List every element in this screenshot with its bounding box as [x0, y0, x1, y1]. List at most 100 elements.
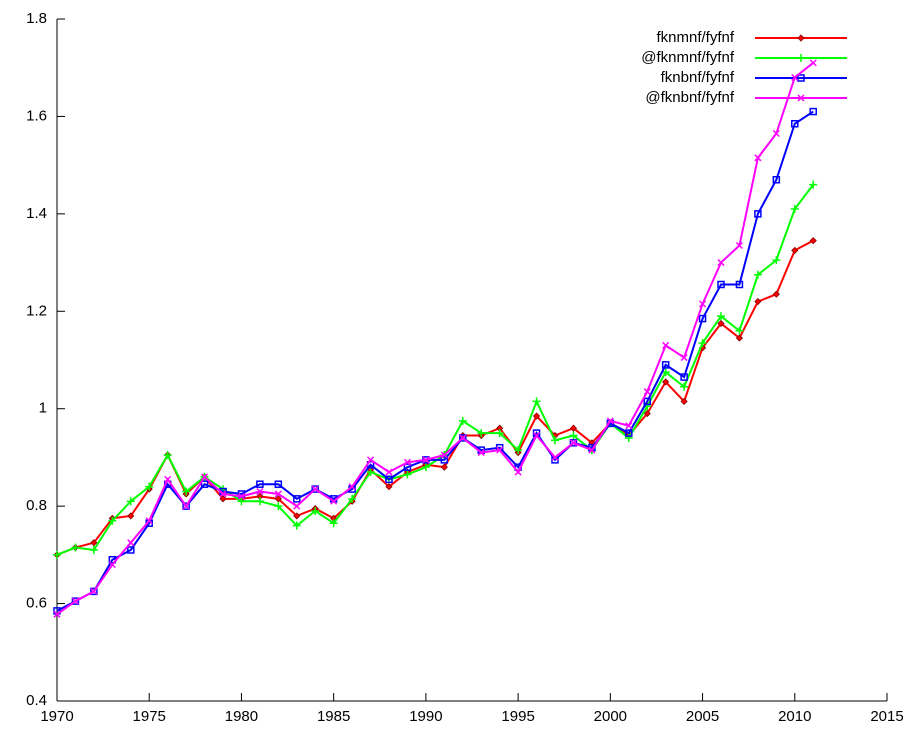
- marker: [569, 439, 577, 447]
- series-line: [56, 184, 815, 556]
- marker: [588, 446, 596, 454]
- marker: [385, 475, 393, 484]
- marker: [477, 429, 486, 438]
- marker: [809, 180, 818, 189]
- marker: [698, 314, 707, 323]
- y-tick-label: 0.4: [26, 692, 47, 709]
- marker: [274, 490, 282, 498]
- marker: [440, 451, 448, 459]
- marker: [53, 610, 61, 618]
- marker: [643, 397, 651, 406]
- marker: [311, 507, 320, 516]
- marker: [330, 497, 338, 505]
- marker: [182, 487, 191, 496]
- marker: [348, 494, 357, 503]
- marker: [569, 431, 578, 440]
- marker: [458, 416, 467, 425]
- series-line: [56, 110, 814, 612]
- marker: [791, 73, 799, 81]
- marker: [108, 516, 117, 525]
- marker: [625, 429, 633, 437]
- y-tick-label: 1.2: [26, 302, 47, 319]
- marker: [348, 483, 356, 491]
- marker: [680, 354, 688, 362]
- x-tick-label: 1995: [501, 708, 534, 725]
- marker: [53, 550, 61, 559]
- marker: [403, 458, 411, 466]
- marker: [127, 539, 135, 547]
- marker: [809, 59, 817, 67]
- marker: [219, 495, 227, 503]
- marker: [569, 424, 578, 432]
- series-line: [56, 239, 814, 556]
- marker: [514, 446, 523, 455]
- marker: [754, 154, 762, 162]
- marker: [735, 241, 743, 250]
- marker: [717, 312, 725, 321]
- marker: [422, 456, 430, 464]
- marker: [90, 587, 98, 596]
- marker: [495, 429, 504, 438]
- x-tick-label: 2005: [686, 708, 719, 725]
- marker: [797, 94, 805, 102]
- marker: [127, 512, 135, 520]
- marker: [164, 475, 172, 483]
- marker: [717, 259, 725, 267]
- marker: [514, 468, 522, 476]
- marker: [71, 597, 80, 605]
- marker: [237, 497, 246, 506]
- marker: [293, 512, 301, 520]
- marker: [127, 546, 135, 554]
- marker: [662, 341, 670, 349]
- x-tick-label: 2010: [778, 708, 811, 725]
- marker: [809, 107, 817, 116]
- marker: [606, 417, 614, 425]
- marker: [145, 517, 153, 525]
- marker: [293, 502, 301, 510]
- marker: [459, 434, 467, 442]
- marker: [126, 497, 135, 506]
- marker: [791, 119, 799, 128]
- marker: [643, 410, 651, 418]
- marker: [145, 482, 154, 491]
- marker: [797, 34, 805, 42]
- marker: [385, 468, 393, 476]
- legend-label: fknmnf/fyfnf: [656, 29, 734, 46]
- marker: [551, 436, 559, 445]
- marker: [292, 521, 301, 530]
- marker: [219, 490, 227, 498]
- marker: [772, 290, 780, 298]
- marker: [791, 246, 799, 254]
- marker: [797, 54, 805, 62]
- marker: [661, 361, 670, 369]
- marker: [569, 439, 578, 447]
- marker: [643, 388, 651, 396]
- marker: [680, 397, 688, 405]
- legend-label: @fknbnf/fyfnf: [645, 89, 734, 106]
- marker: [163, 450, 172, 459]
- marker: [90, 539, 98, 547]
- marker: [440, 463, 448, 471]
- marker: [256, 487, 264, 496]
- marker: [717, 319, 725, 328]
- y-tick-label: 1: [39, 400, 47, 417]
- marker: [255, 497, 264, 506]
- x-tick-label: 1985: [317, 708, 350, 725]
- marker: [71, 543, 80, 552]
- marker: [698, 338, 707, 347]
- marker: [201, 473, 209, 481]
- marker: [274, 495, 282, 503]
- marker: [809, 237, 817, 245]
- marker: [293, 495, 301, 503]
- marker: [662, 378, 670, 386]
- marker: [624, 433, 633, 442]
- marker: [90, 587, 98, 595]
- x-tick-label: 2000: [594, 708, 627, 725]
- marker: [754, 210, 762, 218]
- marker: [532, 397, 541, 406]
- marker: [533, 431, 541, 440]
- marker: [366, 468, 375, 477]
- marker: [311, 485, 319, 493]
- y-tick-label: 0.6: [26, 595, 47, 612]
